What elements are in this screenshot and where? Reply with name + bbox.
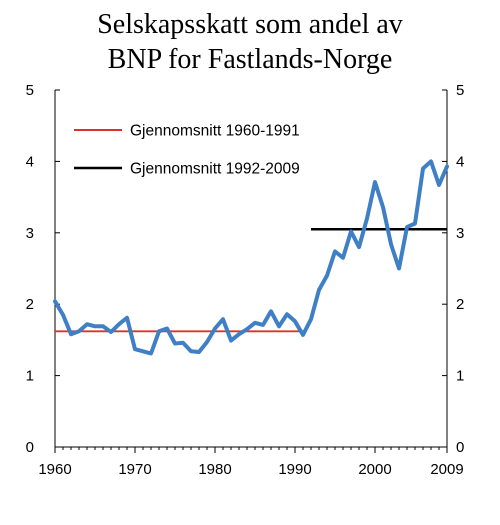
x-axis: 1960 1970 1980 1990 2000 2009: [38, 447, 464, 478]
x-tick-label: 1960: [38, 461, 71, 478]
chart-title-line-1: Selskapsskatt som andel av: [97, 9, 403, 40]
y-tick-label-left: 3: [26, 225, 34, 242]
legend-label-average-1960-1991: Gjennomsnitt 1960-1991: [130, 123, 300, 140]
reference-lines: [55, 227, 447, 333]
y-tick-label-right: 4: [456, 153, 464, 170]
y-axis-right: 0 1 2 3 4 5: [442, 82, 464, 456]
y-tick-label-left: 1: [26, 368, 34, 385]
plot-frame: [54, 90, 448, 448]
legend-label-average-1992-2009: Gjennomsnitt 1992-2009: [130, 161, 300, 178]
chart-title-line-2: BNP for Fastlands-Norge: [108, 44, 393, 75]
legend: Gjennomsnitt 1960-1991 Gjennomsnitt 1992…: [74, 123, 300, 178]
y-tick-label-right: 5: [456, 82, 464, 99]
series-line-1: [53, 159, 449, 356]
y-tick-label-right: 0: [456, 439, 464, 456]
series-lines: [53, 159, 449, 356]
y-tick-label-right: 1: [456, 368, 464, 385]
x-tick-label: 1970: [118, 461, 151, 478]
y-tick-label-left: 4: [26, 153, 34, 170]
x-tick-label: 1990: [278, 461, 311, 478]
x-tick-label: 1980: [198, 461, 231, 478]
y-tick-label-left: 5: [26, 82, 34, 99]
x-tick-label: 2000: [358, 461, 391, 478]
y-tick-label-right: 3: [456, 225, 464, 242]
y-tick-label-right: 2: [456, 296, 464, 313]
y-axis-left: 0 1 2 3 4 5: [26, 82, 60, 456]
x-tick-label: 2009: [430, 461, 463, 478]
y-tick-label-left: 0: [26, 439, 34, 456]
y-tick-label-left: 2: [26, 296, 34, 313]
